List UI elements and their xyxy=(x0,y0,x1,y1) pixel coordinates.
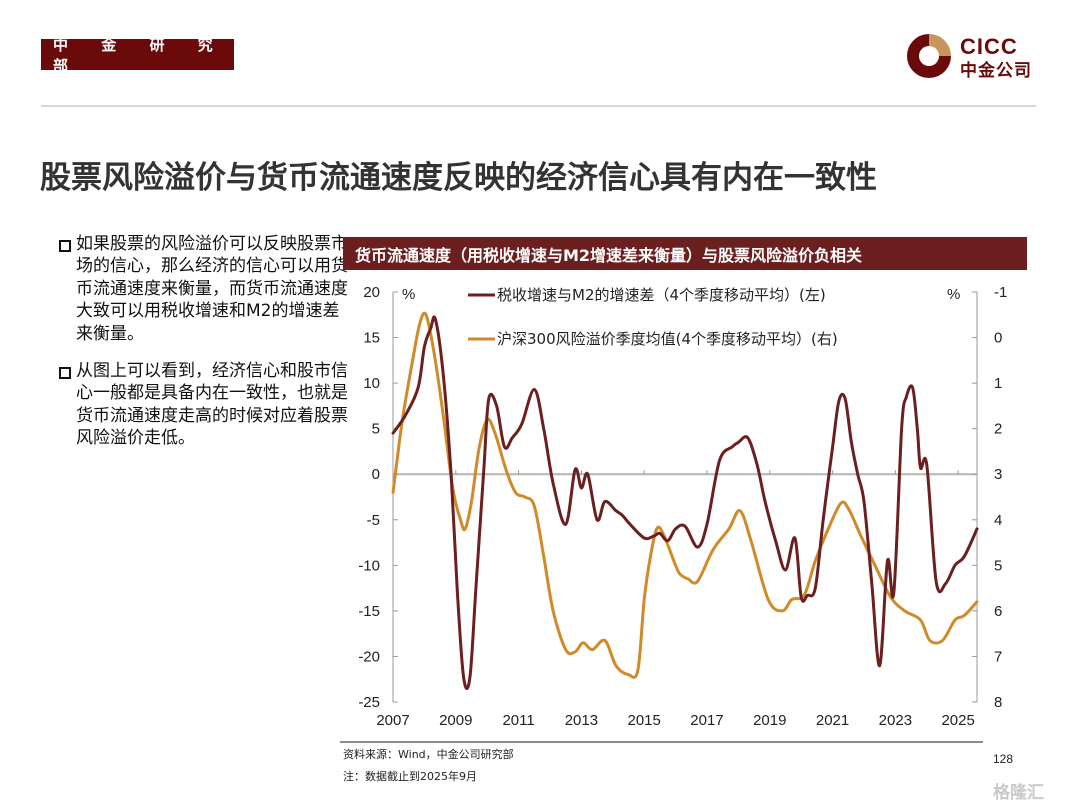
right-tick-label: -1 xyxy=(994,284,1007,301)
right-axis-unit: % xyxy=(947,286,960,303)
footer-divider xyxy=(340,741,983,743)
watermark: 格隆汇 xyxy=(993,783,1044,803)
chart-series xyxy=(391,311,979,691)
x-tick-label: 2025 xyxy=(941,712,974,729)
logo-text-cn: 中金公司 xyxy=(960,61,1032,81)
right-tick-label: 5 xyxy=(994,557,1002,574)
left-axis-unit: % xyxy=(402,286,415,303)
page-title: 股票风险溢价与货币流通速度反映的经济信心具有内在一致性 xyxy=(40,160,877,196)
chart-legend: 税收增速与M2的增速差（4个季度移动平均）(左) 沪深300风险溢价季度均值(4… xyxy=(468,286,838,348)
bullet-item: 从图上可以看到，经济信心和股市信心一般都是具备内在一致性，也就是货币流通速度走高… xyxy=(58,360,348,450)
chart-title: 货币流通速度（用税收增速与M2增速差来衡量）与股票风险溢价负相关 xyxy=(343,237,1027,270)
logo-text-en: CICC xyxy=(960,34,1018,59)
right-tick-label: 3 xyxy=(994,466,1002,483)
source-note: 资料来源：Wind，中金公司研究部 xyxy=(343,748,514,761)
x-tick-label: 2019 xyxy=(753,712,786,729)
series-line-tax-m2-growth-diff xyxy=(391,315,979,691)
left-tick-label: 10 xyxy=(363,375,380,392)
square-bullet-icon xyxy=(59,240,71,252)
left-tick-label: 5 xyxy=(372,421,380,438)
right-tick-label: 8 xyxy=(994,694,1002,711)
bullet-list: 如果股票的风险溢价可以反映股票市场的信心，那么经济的信心可以用货币流通速度来衡量… xyxy=(58,233,348,465)
x-tick-label: 2013 xyxy=(565,712,598,729)
x-tick-label: 2023 xyxy=(879,712,912,729)
x-tick-label: 2007 xyxy=(376,712,409,729)
left-tick-label: -5 xyxy=(367,512,380,529)
cicc-logo-icon xyxy=(907,34,951,78)
bullet-text: 从图上可以看到，经济信心和股市信心一般都是具备内在一致性，也就是货币流通速度走高… xyxy=(76,361,348,449)
header-divider xyxy=(41,105,1036,107)
right-tick-label: 1 xyxy=(994,375,1002,392)
left-tick-label: 20 xyxy=(363,284,380,301)
x-tick-label: 2015 xyxy=(627,712,660,729)
left-tick-label: -25 xyxy=(358,694,380,711)
legend-label-tax-m2: 税收增速与M2的增速差（4个季度移动平均）(左) xyxy=(497,286,826,304)
left-tick-label: 0 xyxy=(372,466,380,483)
right-tick-label: 2 xyxy=(994,421,1002,438)
right-tick-label: 6 xyxy=(994,603,1002,620)
department-badge: 中 金 研 究 部 xyxy=(41,36,234,75)
x-tick-label: 2021 xyxy=(816,712,849,729)
right-tick-label: 7 xyxy=(994,648,1002,665)
series-line-hs300-risk-premium xyxy=(391,311,979,679)
left-tick-label: -15 xyxy=(358,603,380,620)
right-tick-label: 4 xyxy=(994,512,1002,529)
bullet-text: 如果股票的风险溢价可以反映股票市场的信心，那么经济的信心可以用货币流通速度来衡量… xyxy=(76,234,348,344)
right-tick-label: 0 xyxy=(994,330,1002,347)
cicc-logo: CICC 中金公司 xyxy=(903,30,1053,82)
page-number: 128 xyxy=(993,752,1014,766)
left-tick-label: -20 xyxy=(358,648,380,665)
data-note: 注：数据截止到2025年9月 xyxy=(343,770,477,783)
left-tick-label: -10 xyxy=(358,557,380,574)
square-bullet-icon xyxy=(59,367,71,380)
x-tick-label: 2009 xyxy=(439,712,472,729)
left-tick-label: 15 xyxy=(363,330,380,347)
x-tick-label: 2017 xyxy=(690,712,723,729)
x-tick-label: 2011 xyxy=(502,712,534,729)
bullet-item: 如果股票的风险溢价可以反映股票市场的信心，那么经济的信心可以用货币流通速度来衡量… xyxy=(58,233,348,345)
legend-label-erp: 沪深300风险溢价季度均值(4个季度移动平均）(右) xyxy=(497,330,838,348)
